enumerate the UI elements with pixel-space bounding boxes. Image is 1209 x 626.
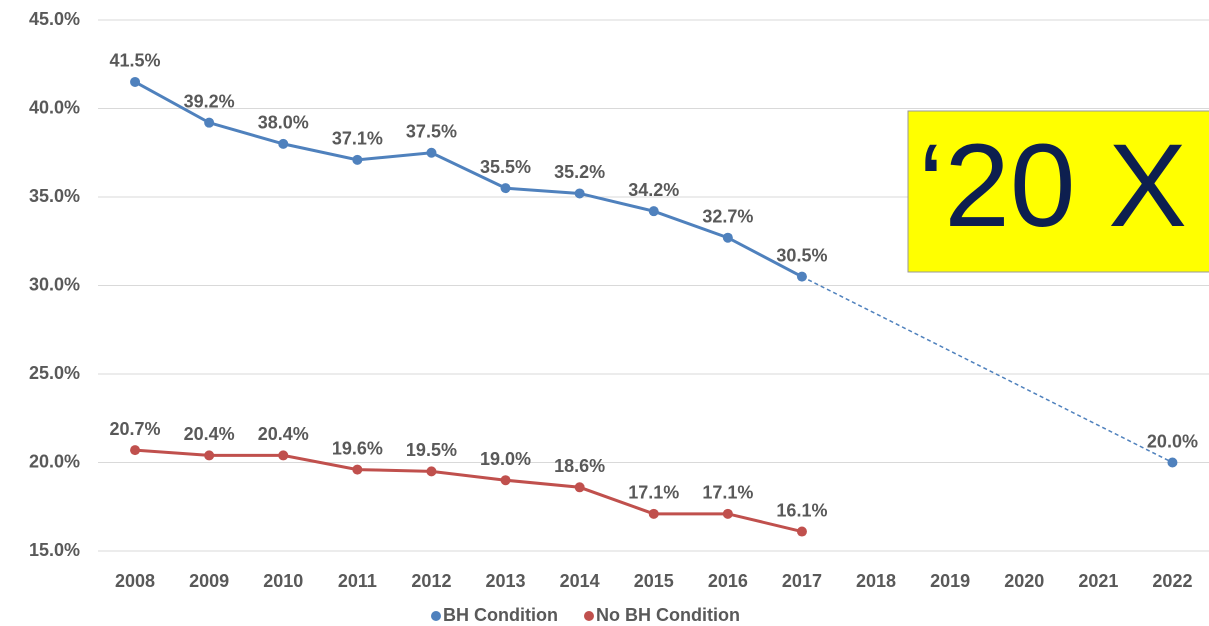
data-label: 17.1%: [628, 483, 679, 503]
data-label: 35.2%: [554, 162, 605, 182]
data-point: [278, 450, 289, 461]
x-tick-label: 2008: [115, 571, 155, 591]
data-point: [574, 188, 585, 199]
x-tick-label: 2012: [411, 571, 451, 591]
annotation: ‘20 X: [918, 120, 1187, 252]
y-tick-label: 45.0%: [29, 9, 80, 29]
data-label: 18.6%: [554, 456, 605, 476]
highlight-box: [907, 110, 1209, 273]
x-tick-label: 2015: [634, 571, 674, 591]
data-point: [426, 147, 437, 158]
y-tick-label: 25.0%: [29, 363, 80, 383]
data-label: 35.5%: [480, 157, 531, 177]
y-tick-label: 40.0%: [29, 97, 80, 117]
data-label: 32.7%: [702, 206, 753, 226]
data-point: [500, 475, 511, 486]
projection-line: [801, 275, 1173, 464]
x-tick-label: 2016: [708, 571, 748, 591]
data-point: [648, 508, 659, 519]
data-label: 19.5%: [406, 440, 457, 460]
legend-label: No BH Condition: [596, 605, 740, 625]
x-tick-label: 2022: [1152, 571, 1192, 591]
data-label: 16.1%: [776, 500, 827, 520]
data-point: [722, 508, 733, 519]
data-label: 20.4%: [258, 424, 309, 444]
data-label: 30.5%: [776, 245, 827, 265]
data-point: [1167, 457, 1178, 468]
data-point: [352, 154, 363, 165]
x-tick-label: 2017: [782, 571, 822, 591]
data-point: [722, 232, 733, 243]
data-label: 38.0%: [258, 113, 309, 133]
data-point: [204, 450, 215, 461]
data-label: 20.0%: [1147, 431, 1198, 451]
x-tick-label: 2009: [189, 571, 229, 591]
data-point: [500, 183, 511, 194]
x-tick-label: 2013: [486, 571, 526, 591]
data-label: 17.1%: [702, 483, 753, 503]
legend-marker: [431, 611, 441, 621]
data-point: [130, 76, 141, 87]
legend-label: BH Condition: [443, 605, 558, 625]
data-label: 20.4%: [184, 424, 235, 444]
x-tick-label: 2021: [1078, 571, 1118, 591]
data-label: 37.5%: [406, 122, 457, 142]
x-tick-label: 2010: [263, 571, 303, 591]
x-tick-label: 2018: [856, 571, 896, 591]
legend-marker: [583, 611, 594, 621]
x-tick-label: 2019: [930, 571, 970, 591]
x-tick-label: 2014: [560, 571, 600, 591]
data-point: [278, 138, 289, 149]
data-point: [648, 206, 659, 217]
x-tick-label: 2011: [338, 571, 377, 591]
y-tick-label: 30.0%: [29, 274, 80, 294]
data-point: [352, 464, 363, 475]
plot: 15.0% 20.0% 25.0% 30.0% 35.0% 40.0% 45.0% 2008 2…: [29, 9, 1209, 625]
data-point: [204, 117, 215, 128]
data-point: [426, 466, 437, 477]
data-label: 34.2%: [628, 180, 679, 200]
data-label: 41.5%: [110, 51, 161, 71]
y-tick-label: 35.0%: [29, 186, 80, 206]
data-label: 20.7%: [110, 419, 161, 439]
data-point: [574, 482, 585, 493]
data-point: [796, 526, 807, 537]
y-tick-label: 15.0%: [29, 540, 80, 560]
data-label: 19.0%: [480, 449, 531, 469]
data-point: [796, 271, 807, 282]
data-label: 39.2%: [184, 91, 235, 111]
series-line: [134, 448, 803, 533]
data-point: [130, 445, 141, 456]
data-label: 19.6%: [332, 438, 383, 458]
data-label: 37.1%: [332, 129, 383, 149]
y-tick-label: 20.0%: [29, 451, 80, 471]
x-tick-label: 2020: [1004, 571, 1044, 591]
